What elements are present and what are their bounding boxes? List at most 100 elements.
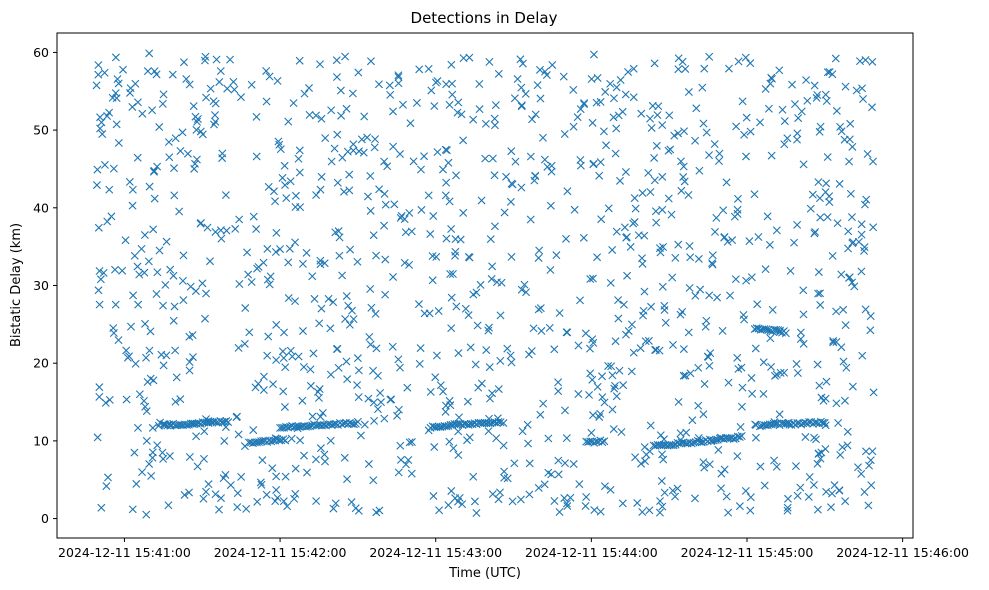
data-point [481,119,490,128]
data-point [333,344,342,353]
data-point [454,98,463,107]
data-point [823,153,832,162]
data-point [747,273,756,282]
data-point [742,276,751,285]
data-point [206,257,215,266]
data-point [593,253,602,262]
data-point [763,212,772,221]
data-point [866,456,875,465]
data-point [696,285,705,294]
data-point [747,373,756,382]
data-point [680,177,689,186]
data-point [249,212,258,221]
data-point [816,454,825,463]
data-point [596,409,605,418]
data-point [95,392,104,401]
data-point [655,346,664,355]
data-point [262,97,271,106]
data-point [185,358,194,366]
data-point [395,363,404,372]
data-point [278,347,287,356]
data-point [552,251,561,260]
data-point [627,367,636,376]
data-point [264,182,273,191]
data-point [736,423,745,431]
data-point [595,171,604,180]
data-point [284,258,293,267]
data-point [132,479,141,488]
data-point [253,497,262,506]
data-point [760,481,769,490]
data-point [203,223,212,232]
data-point [525,490,534,499]
data-point [268,464,277,473]
data-point [745,237,754,246]
data-point [869,223,878,232]
data-point [848,278,857,287]
data-point [388,342,397,351]
data-point [674,240,683,249]
data-point [129,291,138,300]
data-point [223,84,232,93]
data-point [527,347,536,356]
data-point [701,322,710,331]
data-point [563,187,572,196]
data-point [475,80,484,89]
data-point [101,398,110,407]
data-point [517,102,526,111]
data-point [585,344,594,353]
data-point [640,443,649,452]
data-point [695,166,704,175]
data-point [793,220,802,229]
data-point [145,346,154,355]
data-point [432,351,441,360]
data-point [145,49,154,58]
data-point [818,418,827,427]
data-point [857,220,866,229]
data-point [444,158,453,167]
data-point [380,157,389,166]
data-point [797,107,806,116]
data-point [604,204,613,213]
data-point [740,130,749,139]
data-point [569,85,578,94]
data-point [94,223,103,232]
data-point [335,251,344,260]
data-point [153,441,162,450]
data-point [694,363,703,372]
data-point [369,476,378,485]
data-point [166,265,175,274]
data-point [810,81,819,90]
data-point [841,82,850,91]
data-point [490,171,499,180]
data-point [867,481,876,490]
data-point [737,402,746,411]
data-point [843,427,852,436]
data-point [516,495,525,504]
data-point [864,501,873,510]
data-point [153,162,162,171]
data-point [338,153,347,162]
data-point [650,59,659,68]
data-point [95,266,104,275]
data-point [309,349,318,358]
data-point [678,57,687,66]
data-point [284,294,293,303]
data-point [484,427,493,436]
data-point [365,332,374,341]
data-point [647,123,656,132]
data-point [562,234,570,243]
data-point [869,388,878,397]
data-point [345,170,354,179]
data-point [561,459,570,468]
data-point [454,349,463,358]
data-point [312,111,321,120]
data-point [746,493,755,502]
data-point [590,506,599,515]
data-point [620,223,629,232]
data-point [646,114,655,123]
data-point [700,380,709,388]
data-point [520,280,529,289]
data-point [692,104,701,113]
data-point [279,387,288,396]
